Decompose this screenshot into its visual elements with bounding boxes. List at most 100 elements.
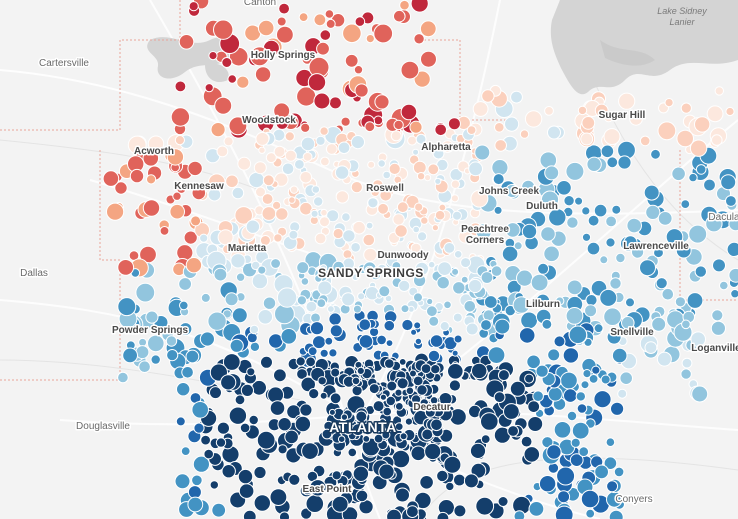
label-holly-springs: Holly Springs	[251, 50, 316, 61]
precinct-dot	[509, 380, 526, 397]
precinct-dot	[581, 232, 592, 242]
precinct-dot	[180, 446, 191, 457]
precinct-dot	[586, 241, 601, 256]
precinct-dot	[413, 33, 425, 45]
precinct-dot	[213, 19, 234, 40]
precinct-dot	[300, 376, 317, 393]
label-dacula: Dacula	[708, 212, 738, 223]
precinct-dot	[257, 265, 267, 275]
precinct-dot	[159, 226, 170, 236]
precinct-dot	[520, 435, 533, 448]
precinct-dot	[260, 355, 273, 369]
precinct-dot	[443, 242, 456, 254]
precinct-dot	[200, 434, 212, 446]
precinct-dot	[296, 295, 307, 306]
precinct-dot	[623, 235, 638, 250]
precinct-dot	[179, 300, 189, 311]
precinct-dot	[187, 496, 204, 513]
precinct-dot	[584, 304, 598, 318]
precinct-dot	[719, 280, 729, 291]
precinct-dot	[703, 178, 716, 192]
precinct-dot	[681, 357, 693, 369]
precinct-dot	[643, 184, 660, 201]
precinct-dot	[475, 223, 492, 240]
precinct-dot	[665, 228, 684, 246]
precinct-dot	[581, 206, 591, 216]
precinct-dot	[575, 391, 586, 402]
precinct-dot	[147, 135, 165, 152]
precinct-dot	[289, 185, 299, 194]
precinct-dot	[546, 444, 562, 460]
precinct-dot	[428, 315, 440, 327]
precinct-dot	[653, 247, 664, 259]
precinct-dot	[483, 295, 498, 309]
lake-allatoona	[147, 37, 234, 83]
precinct-dot	[288, 229, 299, 240]
precinct-dot	[410, 445, 427, 462]
precinct-dot	[599, 288, 618, 307]
precinct-dot	[300, 136, 316, 152]
precinct-dot	[147, 334, 165, 353]
precinct-dot	[411, 394, 422, 405]
precinct-dot	[412, 225, 421, 234]
precinct-dot	[344, 53, 359, 68]
precinct-dot	[426, 305, 438, 318]
precinct-dot	[720, 174, 737, 191]
precinct-dot	[680, 368, 692, 380]
precinct-dot	[524, 373, 535, 384]
label-lanier: Lanier	[669, 17, 695, 27]
precinct-dot	[331, 470, 342, 481]
precinct-dot	[373, 23, 394, 44]
precinct-dot	[571, 421, 590, 440]
precinct-dot	[275, 207, 289, 221]
precinct-dot	[284, 149, 297, 162]
precinct-dot	[421, 428, 434, 441]
precinct-dot	[214, 96, 233, 115]
precinct-dot	[526, 354, 541, 370]
precinct-dot	[413, 70, 431, 88]
precinct-dot	[385, 395, 396, 407]
precinct-dot	[541, 318, 553, 330]
precinct-dot	[248, 171, 265, 189]
precinct-dot	[603, 112, 614, 123]
label-duluth: Duluth	[526, 201, 558, 212]
precinct-dot	[204, 83, 214, 93]
precinct-dot	[420, 50, 437, 68]
precinct-dot	[587, 214, 600, 227]
precinct-dot	[507, 425, 519, 437]
precinct-dot	[409, 369, 417, 378]
precinct-dot	[453, 250, 463, 259]
precinct-dot	[255, 131, 270, 146]
precinct-dot	[356, 366, 365, 375]
precinct-dot	[203, 448, 214, 460]
precinct-dot	[586, 156, 602, 173]
precinct-dot	[494, 122, 505, 133]
precinct-dot	[378, 463, 395, 480]
precinct-dot	[229, 338, 244, 353]
precinct-dot	[377, 159, 386, 168]
precinct-dot	[694, 265, 707, 278]
precinct-dot	[248, 414, 259, 426]
precinct-dot	[494, 318, 511, 335]
precinct-dot	[307, 346, 318, 357]
precinct-dot	[217, 229, 234, 246]
precinct-dots	[102, 0, 738, 519]
precinct-dot	[216, 421, 230, 435]
precinct-dot	[544, 106, 554, 116]
precinct-dot	[296, 261, 310, 275]
precinct-dot	[267, 386, 285, 404]
precinct-dot	[213, 267, 228, 282]
precinct-dot	[277, 444, 288, 455]
precinct-dot	[472, 101, 489, 117]
precinct-dot	[563, 195, 575, 207]
label-east-point: East Point	[303, 484, 353, 495]
precinct-dot	[174, 80, 187, 93]
precinct-dot	[365, 34, 375, 44]
precinct-dot	[364, 121, 376, 133]
precinct-dot	[117, 259, 135, 276]
precinct-dot	[711, 309, 724, 322]
precinct-dot	[437, 261, 453, 277]
county-boundaries	[0, 0, 738, 381]
precinct-dot	[580, 132, 594, 146]
